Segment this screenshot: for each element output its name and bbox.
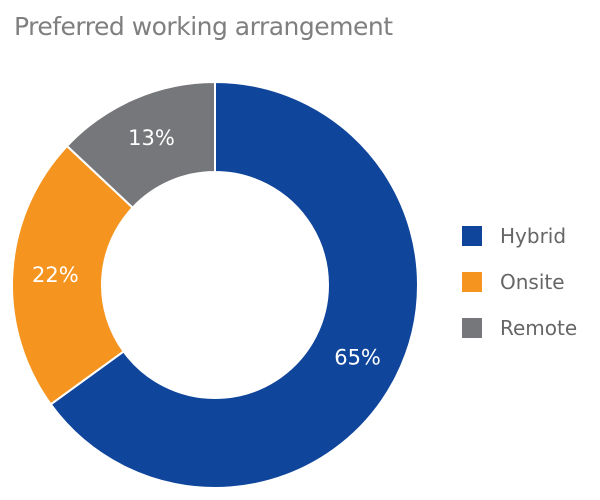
legend-swatch-hybrid bbox=[462, 226, 482, 246]
slice-remote bbox=[65, 80, 216, 210]
slice-labels-group: 65% 22% 13% bbox=[32, 126, 381, 369]
slice-label-onsite: 22% bbox=[32, 263, 79, 287]
slice-onsite bbox=[11, 144, 135, 406]
slice-label-hybrid: 65% bbox=[334, 346, 381, 370]
slice-hybrid bbox=[49, 80, 419, 489]
legend-item-hybrid: Hybrid bbox=[462, 224, 577, 248]
legend-label-remote: Remote bbox=[500, 316, 578, 340]
legend: Hybrid Onsite Remote bbox=[462, 224, 577, 362]
legend-label-onsite: Onsite bbox=[500, 270, 565, 294]
slices-group bbox=[11, 80, 419, 489]
legend-item-onsite: Onsite bbox=[462, 270, 577, 294]
slice-label-remote: 13% bbox=[128, 126, 175, 150]
chart-title: Preferred working arrangement bbox=[14, 12, 393, 41]
legend-item-remote: Remote bbox=[462, 316, 577, 340]
legend-swatch-remote bbox=[462, 318, 482, 338]
legend-label-hybrid: Hybrid bbox=[500, 224, 567, 248]
legend-swatch-onsite bbox=[462, 272, 482, 292]
